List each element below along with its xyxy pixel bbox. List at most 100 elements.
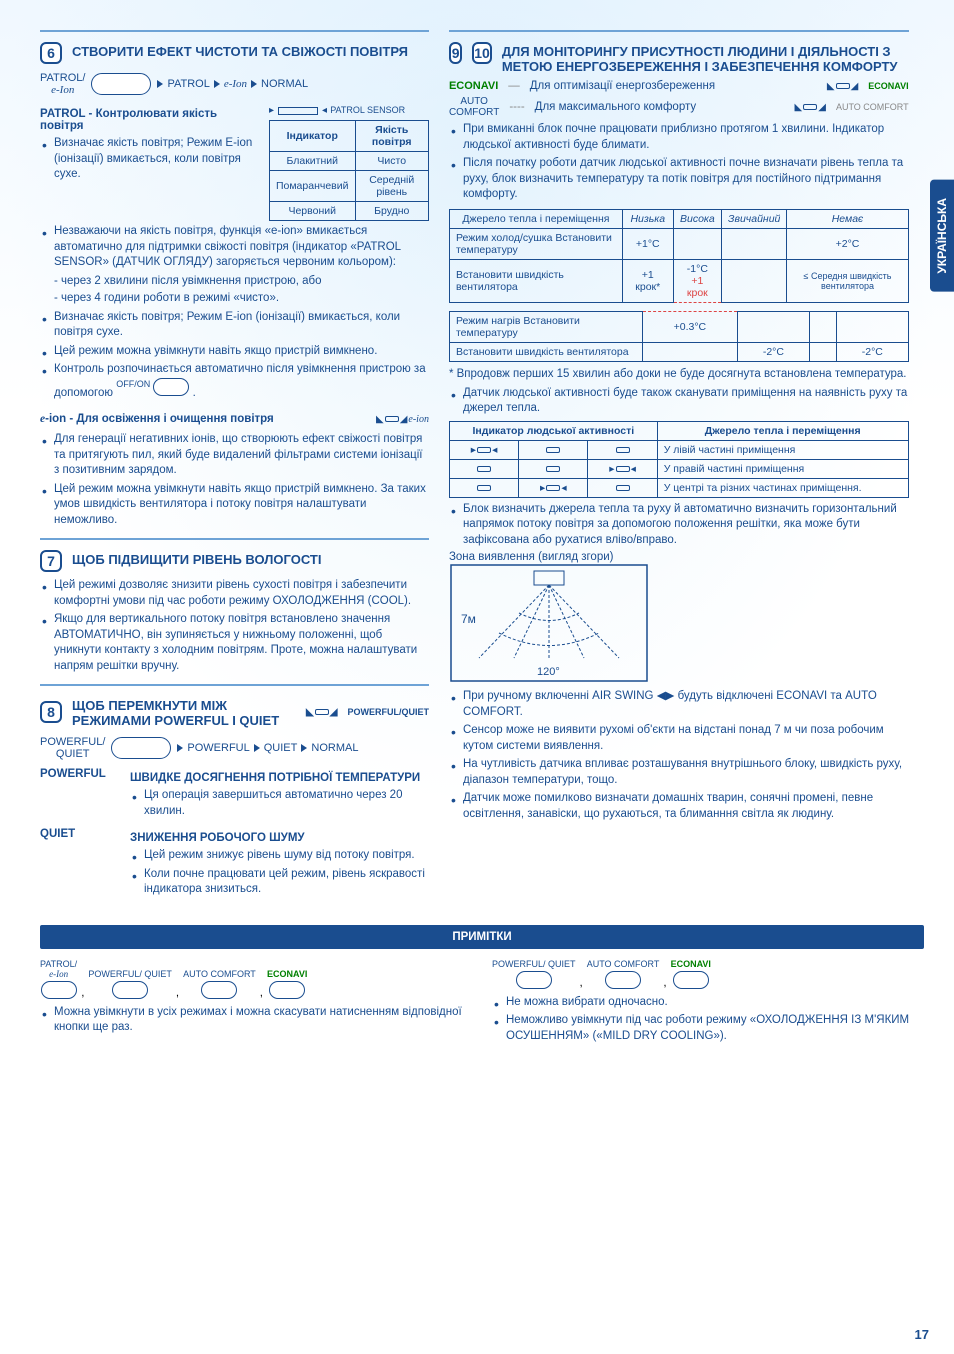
bullet-text: Неможливо увімкнути під час роботи режим…: [492, 1013, 924, 1044]
td-label: Встановити швидкість вентилятора: [449, 342, 642, 361]
pill-patrol: PATROL/e-Ion: [40, 959, 77, 999]
bullet-text: Ця операція завершиться автоматично чере…: [130, 788, 429, 819]
section-number-10: 10: [472, 42, 492, 64]
section-7-bullets: Цей режимі дозволяє знизити рівень сухос…: [40, 578, 429, 674]
td: Помаранчевий: [269, 171, 355, 202]
td-label: Режим холод/сушка Встановити температуру: [449, 228, 622, 259]
td: Середній рівень: [355, 171, 428, 202]
label-bot: e-Ion: [51, 84, 74, 96]
bullet-text: Цей режим можна увімкнути навіть якщо пр…: [40, 344, 429, 360]
section-6-title: СТВОРИТИ ЕФЕКТ ЧИСТОТИ ТА СВІЖОСТІ ПОВІТ…: [72, 42, 408, 59]
cycle-eion: e-Ion: [224, 78, 247, 90]
off-on-button-icon: [153, 378, 189, 396]
autocomfort-indicator-icon: ◣◢: [795, 102, 826, 113]
td: +2°C: [787, 228, 908, 259]
notes-row: PATROL/e-Ion, POWERFUL/ QUIET, AUTO COMF…: [0, 955, 954, 1048]
cycle-normal: NORMAL: [311, 742, 358, 754]
td-icon: [519, 440, 588, 459]
th: Висока: [673, 209, 721, 228]
arrow-icon: [177, 744, 183, 752]
bullet-text: Коли почне працювати цей режим, рівень я…: [130, 867, 429, 898]
th-quality: Якість повітря: [355, 121, 428, 152]
td-icon: ▸◂: [449, 440, 518, 459]
zone-distance: 7м: [461, 612, 476, 626]
section-8-title: ЩОБ ПЕРЕМКНУТИ МІЖ РЕЖИМАМИ POWERFUL І Q…: [72, 696, 296, 728]
section-7-title: ЩОБ ПІДВИЩИТИ РІВЕНЬ ВОЛОГОСТІ: [72, 550, 321, 567]
econavi-desc: Для оптимізації енергозбереження: [530, 80, 715, 92]
patrol-bullets: Визначає якість повітря; Режим E-ion (іо…: [40, 136, 259, 183]
bullet-text: Цей режим знижує рівень шуму від потоку …: [130, 848, 429, 864]
pill-autocomfort-r: AUTO COMFORT: [587, 959, 660, 989]
quiet-bullets: Цей режим знижує рівень шуму від потоку …: [130, 848, 429, 898]
th: Немає: [787, 209, 908, 228]
powerful-title: ШВИДКЕ ДОСЯГНЕННЯ ПОТРІБНОЇ ТЕМПЕРАТУРИ: [130, 772, 429, 784]
bullet-text: При ручному включенні AIR SWING ◀▶ будут…: [449, 689, 909, 720]
powerful-bullets: Ця операція завершиться автоматично чере…: [130, 788, 429, 819]
econavi-indicator-icon: ◣◢: [827, 81, 858, 92]
notes-right: POWERFUL/ QUIET, AUTO COMFORT, ECONAVI Н…: [492, 959, 924, 1048]
th: Звичайний: [722, 209, 787, 228]
bullet-text: Визначає якість повітря; Режим E-ion (іо…: [40, 136, 259, 183]
bullet-text: Датчик людської активності буде також ск…: [449, 386, 909, 417]
activity-indicator-table: Індикатор людської активності Джерело те…: [449, 421, 909, 498]
divider: [40, 538, 429, 540]
patrol-button-label: PATROL/ e-Ion: [40, 72, 85, 96]
arrow-icon: [251, 80, 257, 88]
notes-right-bullets: Не можна вибрати одночасно. Неможливо ув…: [492, 995, 924, 1045]
bullet-text: Для генерації негативних іонів, що створ…: [40, 432, 429, 479]
cycle-normal: NORMAL: [261, 78, 308, 90]
pill-powerful-r: POWERFUL/ QUIET: [492, 959, 576, 989]
section-number-8: 8: [40, 701, 62, 723]
td-label: Встановити швидкість вентилятора: [449, 259, 622, 302]
td: +1 крок*: [622, 259, 673, 302]
powerful-button-icon: [111, 737, 171, 759]
bullet-text: Сенсор може не виявити рухомі об'єкти на…: [449, 723, 909, 754]
td-icon: [449, 459, 518, 478]
bullet-text: Контроль розпочинається автоматично післ…: [40, 362, 429, 401]
cycle-quiet: QUIET: [264, 742, 298, 754]
sensor-label: PATROL SENSOR: [330, 105, 405, 115]
eion-indicator-icon: ◣◢ e-ion: [376, 414, 429, 425]
sub-bullet: - через 4 години роботи в режимі «чисто»…: [40, 291, 429, 307]
th: Індикатор людської активності: [449, 421, 657, 440]
note-star: * Впродовж перших 15 хвилин або доки не …: [449, 368, 909, 380]
td-icon: [588, 478, 657, 497]
th: Джерело тепла і переміщення: [657, 421, 908, 440]
cycle-powerful: POWERFUL: [187, 742, 249, 754]
patrol-cycle: PATROL e-Ion NORMAL: [157, 78, 308, 90]
td: Брудно: [355, 202, 428, 221]
pill-powerful: POWERFUL/ QUIET: [88, 969, 172, 999]
bullet-text: Цей режим можна увімкнути навіть якщо пр…: [40, 482, 429, 529]
td: +1°C: [622, 228, 673, 259]
bullet-text: Не можна вибрати одночасно.: [492, 995, 924, 1011]
section-6-header: 6 СТВОРИТИ ЕФЕКТ ЧИСТОТИ ТА СВІЖОСТІ ПОВ…: [40, 42, 429, 64]
pill-econavi: ECONAVI: [267, 969, 307, 999]
td: +0.3°C: [642, 311, 738, 342]
autocomfort-label: AUTOCOMFORT: [449, 96, 499, 118]
cycle-patrol: PATROL: [167, 78, 209, 90]
heat-source-table-2: Режим нагрів Встановити температуру +0.3…: [449, 311, 909, 362]
td-icon: [588, 440, 657, 459]
section-number-6: 6: [40, 42, 62, 64]
section-910-header: 9 10 ДЛЯ МОНІТОРИНГУ ПРИСУТНОСТІ ЛЮДИНИ …: [449, 42, 909, 74]
page-number: 17: [915, 1327, 929, 1342]
td-icon: [519, 459, 588, 478]
eion-bullets: Для генерації негативних іонів, що створ…: [40, 432, 429, 528]
econavi-row: ECONAVI — Для оптимізації енергозбережен…: [449, 80, 909, 92]
powerful-cycle: POWERFUL QUIET NORMAL: [177, 742, 358, 754]
quiet-label: QUIET: [40, 828, 118, 901]
arrow-icon: [254, 744, 260, 752]
bullet-text: Визначає якість повітря; Режим E-ion (іо…: [40, 310, 429, 341]
sub-bullet: - через 2 хвилини після увімкнення прист…: [40, 274, 429, 290]
econavi-tag: ECONAVI: [868, 81, 908, 91]
th: Джерело тепла і переміщення: [449, 209, 622, 228]
pill-econavi-r: ECONAVI: [671, 959, 711, 989]
notes-left-bullets: Можна увімкнути в усіх режимах і можна с…: [40, 1005, 472, 1036]
section-number-7: 7: [40, 550, 62, 572]
section-7-header: 7 ЩОБ ПІДВИЩИТИ РІВЕНЬ ВОЛОГОСТІ: [40, 550, 429, 572]
powerful-button-row: POWERFUL/ QUIET POWERFUL QUIET NORMAL: [40, 736, 429, 760]
patrol-bullets-2: Незважаючи на якість повітря, функція «e…: [40, 224, 429, 401]
autocomfort-row: AUTOCOMFORT ---- Для максимального комфо…: [449, 96, 909, 118]
td: Блакитний: [269, 152, 355, 171]
pill-autocomfort: AUTO COMFORT: [183, 969, 256, 999]
